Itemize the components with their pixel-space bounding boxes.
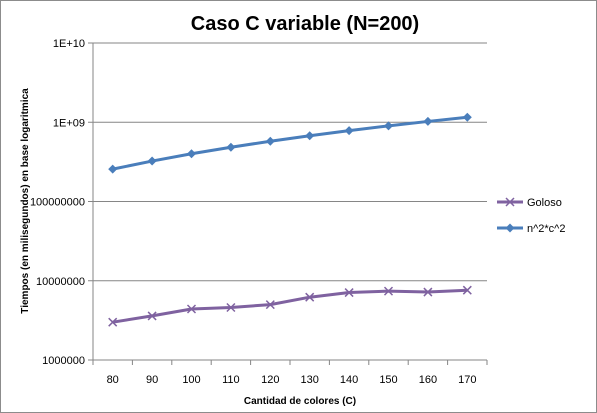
x-tick-label: 90 — [146, 374, 158, 386]
y-tick-label: 100000000 — [30, 197, 85, 209]
axes — [88, 42, 488, 365]
x-axis-label: Cantidad de colores (C) — [244, 396, 356, 407]
series-diamond — [108, 112, 472, 174]
data-point — [383, 286, 394, 296]
series-x — [108, 285, 472, 327]
x-tick-label: 170 — [458, 374, 476, 386]
legend-label: n^2*c^2 — [527, 223, 565, 235]
data-point — [305, 292, 315, 302]
data-point — [305, 131, 315, 141]
chart-title: Caso C variable (N=200) — [191, 13, 419, 35]
legend-item: Goloso — [497, 197, 562, 209]
data-point — [186, 304, 197, 314]
legend-item: n^2*c^2 — [497, 223, 565, 235]
tick-labels: 1000000 10000000 100000000 1E+09 1E+10 80 90 10… — [30, 38, 477, 386]
y-tick-label: 10000000 — [36, 276, 85, 288]
legend-label: Goloso — [527, 197, 562, 209]
series-layer — [108, 112, 472, 327]
y-tick-label: 1E+10 — [53, 38, 85, 50]
data-point — [265, 136, 275, 146]
data-point — [462, 112, 472, 122]
data-point — [226, 142, 236, 152]
data-point — [344, 288, 354, 298]
x-tick-label: 110 — [222, 374, 240, 386]
series-line — [112, 115, 468, 171]
x-tick-label: 130 — [301, 374, 319, 386]
data-point — [226, 302, 236, 313]
grid-lines — [93, 42, 487, 282]
data-point — [344, 126, 354, 136]
data-point — [108, 164, 118, 174]
data-point — [423, 116, 433, 126]
data-point — [423, 287, 433, 297]
x-tick-label: 100 — [182, 374, 200, 386]
y-tick-label: 1000000 — [42, 355, 85, 367]
legend: Goloso n^2*c^2 — [497, 197, 565, 235]
series-line — [112, 288, 468, 324]
x-tick-label: 150 — [379, 374, 397, 386]
data-point — [384, 121, 393, 131]
y-tick-label: 1E+09 — [53, 117, 85, 129]
x-tick-label: 80 — [107, 374, 119, 386]
legend-marker — [505, 197, 515, 207]
data-point — [462, 285, 472, 295]
x-tick-label: 120 — [261, 374, 279, 386]
data-point — [147, 156, 157, 166]
data-point — [265, 300, 275, 310]
data-point — [147, 311, 157, 321]
x-tick-label: 160 — [419, 374, 437, 386]
legend-marker — [505, 223, 515, 233]
data-point — [187, 149, 196, 159]
x-tick-label: 140 — [340, 374, 358, 386]
y-axis-label: Tiempos (en milisegundos) en base logari… — [20, 88, 31, 314]
data-point — [108, 317, 118, 327]
